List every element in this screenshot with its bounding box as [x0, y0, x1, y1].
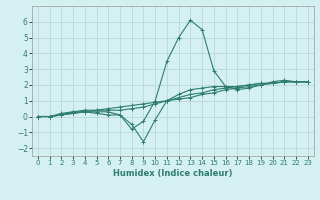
X-axis label: Humidex (Indice chaleur): Humidex (Indice chaleur) [113, 169, 233, 178]
